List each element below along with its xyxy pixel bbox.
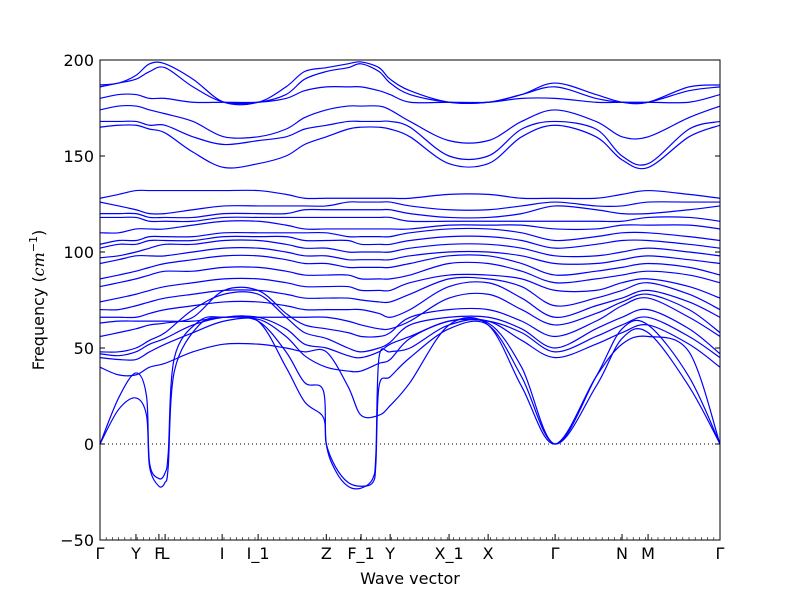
band-line-17 <box>100 227 720 245</box>
x-tick-label: F_1 <box>347 544 374 564</box>
x-axis-ticks: Γ Y FL I I_1 Z F_1 Y X_1 X Γ N M Γ <box>96 534 725 564</box>
x-tick-label: N <box>616 544 628 563</box>
y-axis-ticks: −50 0 50 100 150 200 <box>60 51 720 550</box>
y-axis-label: Frequency (cm−1) <box>27 230 48 371</box>
band-line-26 <box>100 85 720 104</box>
band-line-16 <box>100 235 720 249</box>
x-tick-label: X_1 <box>434 544 463 564</box>
band-line-8 <box>100 292 720 334</box>
band-line-22 <box>100 189 720 200</box>
x-tick-label: L <box>161 544 170 563</box>
x-tick-label: I_1 <box>247 544 270 564</box>
band-line-24 <box>100 120 720 166</box>
band-line-9 <box>100 281 720 319</box>
band-line-13 <box>100 254 720 280</box>
band-line-11 <box>100 273 720 303</box>
x-tick-label: I <box>220 544 225 563</box>
x-tick-label: Γ <box>716 544 725 563</box>
band-line-15 <box>100 239 720 259</box>
y-tick-label: 100 <box>63 243 94 262</box>
x-axis-label: Wave vector <box>360 569 460 588</box>
band-line-4 <box>100 317 720 373</box>
band-line-27 <box>100 63 720 105</box>
y-tick-label: 50 <box>74 339 94 358</box>
band-line-25 <box>100 105 720 144</box>
band-line-28 <box>100 61 720 106</box>
band-line-14 <box>100 247 720 265</box>
x-tick-label: Γ <box>96 544 105 563</box>
band-line-21 <box>100 201 720 215</box>
band-line-20 <box>100 205 720 219</box>
band-line-18 <box>100 220 720 234</box>
y-tick-label: 0 <box>84 435 94 454</box>
x-tick-label: F <box>154 544 163 563</box>
band-line-10 <box>100 276 720 311</box>
x-tick-label: Γ <box>551 544 560 563</box>
band-line-12 <box>100 261 720 288</box>
x-tick-label: Y <box>384 544 395 563</box>
x-tick-label: Z <box>321 544 332 563</box>
y-tick-label: 150 <box>63 147 94 166</box>
band-line-5 <box>100 315 720 359</box>
band-line-19 <box>100 216 720 223</box>
band-line-7 <box>100 286 720 338</box>
band-series-group <box>100 61 720 490</box>
band-line-3 <box>100 316 720 445</box>
band-line-23 <box>100 124 720 170</box>
y-tick-label: −50 <box>60 531 94 550</box>
band-line-6 <box>100 291 720 355</box>
x-tick-label: X <box>483 544 494 563</box>
x-tick-label: M <box>641 544 655 563</box>
x-tick-label: Y <box>130 544 141 563</box>
y-tick-label: 200 <box>63 51 94 70</box>
